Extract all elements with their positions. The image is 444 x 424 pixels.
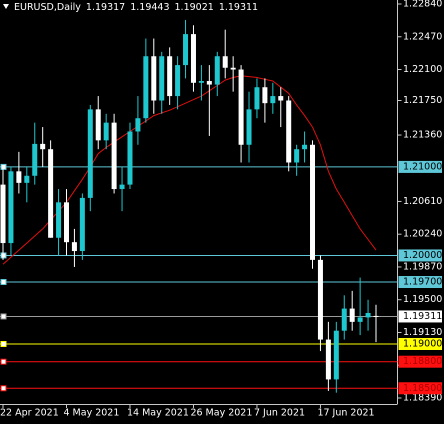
candle-body: [254, 87, 260, 110]
level-label: 1.19000: [403, 338, 442, 349]
candle-body: [167, 56, 173, 97]
header-value: 1.19317: [86, 2, 125, 13]
y-tick-label: 1.22840: [403, 0, 442, 10]
x-tick-label: 14 May 2021: [127, 408, 189, 419]
y-tick-label: 1.18390: [403, 393, 442, 404]
level-label-bg: [398, 310, 442, 323]
level-handle: [0, 385, 7, 392]
header-value: 1.19311: [219, 2, 258, 13]
candle-body: [175, 65, 181, 97]
y-tick-label: 1.21360: [403, 130, 442, 141]
candle-body: [16, 171, 22, 183]
y-tick-label: 1.19500: [403, 294, 442, 305]
level-label: 1.18500: [403, 383, 442, 394]
x-tick-label: 17 Jun 2021: [317, 408, 374, 419]
candle-body: [151, 56, 157, 101]
y-tick-label: 1.20610: [403, 196, 442, 207]
candle-body: [325, 339, 331, 380]
candle-body: [198, 81, 204, 83]
candle-body: [32, 143, 38, 176]
y-tick-label: 1.20240: [403, 229, 442, 240]
level-label-bg: [398, 337, 442, 350]
candle-body: [40, 143, 46, 150]
y-tick-label: 1.22100: [403, 64, 442, 75]
candle-body: [56, 202, 62, 238]
candle-body: [286, 100, 292, 163]
level-label-bg: [398, 382, 442, 395]
candle-body: [183, 34, 189, 66]
candle-body: [238, 69, 244, 145]
candle-body: [79, 197, 85, 252]
level-label: 1.18800: [403, 356, 442, 367]
candle-body: [262, 87, 268, 104]
candle-body: [8, 171, 14, 244]
candle-body: [71, 242, 77, 252]
candle-body: [357, 317, 363, 322]
candle-body: [222, 56, 228, 68]
header-arrow: [3, 4, 9, 9]
level-label-bg: [398, 355, 442, 368]
level-label-bg: [398, 276, 442, 289]
candle-body: [48, 149, 54, 238]
candle-body: [127, 131, 133, 185]
level-label: 1.19311: [403, 311, 442, 322]
x-tick-label: 7 Jun 2021: [254, 408, 305, 419]
header-value: 1.19021: [175, 2, 214, 13]
candle-body: [190, 34, 196, 83]
level-handle: [0, 358, 7, 365]
level-label: 1.19700: [403, 277, 442, 288]
candle-body: [206, 81, 212, 85]
candle-body: [119, 184, 125, 190]
candle-body: [63, 202, 69, 243]
y-tick-label: 1.19130: [403, 327, 442, 338]
candle-body: [143, 56, 149, 119]
candle-body: [230, 67, 236, 70]
x-tick-label: 4 May 2021: [63, 408, 119, 419]
candle-body: [310, 144, 316, 260]
candle-body: [278, 96, 284, 101]
candle-body: [294, 149, 300, 163]
candle-body: [317, 259, 323, 340]
level-label-bg: [398, 160, 442, 173]
level-label: 1.21000: [403, 161, 442, 172]
x-tick-label: 26 May 2021: [190, 408, 252, 419]
candle-body: [111, 122, 117, 190]
candle-body: [24, 175, 30, 183]
candle-body: [246, 109, 252, 145]
candle-body: [95, 109, 101, 141]
level-label: 1.20000: [403, 250, 442, 261]
header-value: 1.19443: [130, 2, 169, 13]
candle-body: [333, 330, 339, 380]
y-tick-label: 1.19870: [403, 261, 442, 272]
candle-body: [159, 56, 165, 101]
y-tick-label: 1.22470: [403, 31, 442, 42]
x-tick-label: 22 Apr 2021: [0, 408, 59, 419]
level-handle: [0, 313, 7, 320]
candle-body: [270, 96, 276, 104]
candle-body: [373, 315, 379, 317]
candle-body: [349, 308, 355, 322]
y-tick-label: 1.21750: [403, 95, 442, 106]
candle-body: [0, 184, 6, 244]
candle-body: [302, 144, 308, 150]
header-value: EURUSD,Daily: [14, 2, 81, 13]
level-handle: [0, 340, 7, 347]
candle-body: [214, 56, 220, 85]
candle-body: [103, 122, 109, 141]
candle-body: [341, 308, 347, 331]
level-handle: [0, 279, 7, 286]
candle-body: [87, 109, 93, 198]
level-label-bg: [398, 249, 442, 262]
chart-header: EURUSD,Daily 1.19317 1.19443 1.19021 1.19311: [14, 2, 258, 13]
candle-body: [365, 313, 371, 318]
candle-body: [135, 118, 141, 132]
